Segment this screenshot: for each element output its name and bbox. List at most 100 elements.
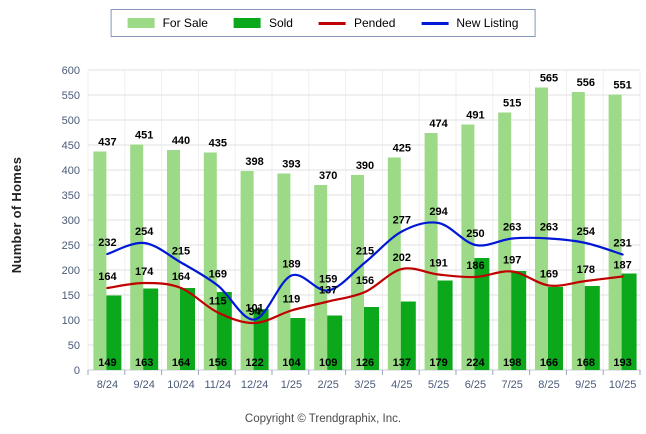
x-tick-label: 9/25 xyxy=(575,379,596,391)
sold-value-label: 104 xyxy=(282,357,301,369)
for-sale-value-label: 390 xyxy=(356,160,374,172)
sold-value-label: 149 xyxy=(98,357,116,369)
for-sale-bar xyxy=(571,92,585,370)
y-tick-label: 400 xyxy=(62,165,80,177)
sold-value-label: 179 xyxy=(429,357,447,369)
y-tick-label: 150 xyxy=(62,290,80,302)
for-sale-bar xyxy=(608,94,622,370)
pended-value-label: 169 xyxy=(540,269,558,281)
for-sale-bar xyxy=(351,175,364,370)
sold-bar xyxy=(474,258,490,370)
sold-bar xyxy=(584,286,600,370)
pended-value-label: 115 xyxy=(209,296,227,308)
x-tick-label: 8/25 xyxy=(538,379,559,391)
new-listing-value-label: 231 xyxy=(613,238,631,250)
y-tick-label: 450 xyxy=(62,140,80,152)
legend-label-new-listing: New Listing xyxy=(456,16,519,30)
for-sale-value-label: 440 xyxy=(172,135,190,147)
pended-value-label: 191 xyxy=(429,258,447,270)
for-sale-bar xyxy=(167,150,180,370)
for-sale-value-label: 474 xyxy=(429,118,448,130)
y-tick-label: 350 xyxy=(62,190,80,202)
for-sale-value-label: 435 xyxy=(209,138,227,150)
pended-value-label: 174 xyxy=(135,266,154,278)
legend-item-for-sale: For Sale xyxy=(127,16,208,30)
copyright-text: Copyright © Trendgraphix, Inc. xyxy=(244,413,402,425)
sold-bar xyxy=(621,273,637,370)
new-listing-value-label: 277 xyxy=(393,215,411,227)
y-tick-label: 550 xyxy=(62,90,80,102)
new-listing-line xyxy=(106,221,624,321)
y-tick-label: 300 xyxy=(62,215,80,227)
y-tick-label: 100 xyxy=(62,315,80,327)
legend-item-new-listing: New Listing xyxy=(421,16,518,30)
for-sale-bar xyxy=(461,124,475,370)
y-tick-label: 250 xyxy=(62,240,80,252)
x-tick-label: 2/25 xyxy=(317,379,338,391)
pended-value-label: 156 xyxy=(356,275,374,287)
for-sale-value-label: 451 xyxy=(135,130,153,142)
new-listing-value-label: 159 xyxy=(319,274,337,286)
pended-value-label: 164 xyxy=(98,271,117,283)
x-tick-label: 6/25 xyxy=(465,379,486,391)
sold-value-label: 126 xyxy=(356,357,374,369)
new-listing-value-label: 232 xyxy=(98,237,116,249)
sold-value-label: 193 xyxy=(613,357,631,369)
sold-value-label: 137 xyxy=(393,357,411,369)
x-tick-label: 12/24 xyxy=(241,379,269,391)
new-listing-value-label: 101 xyxy=(245,303,263,315)
y-tick-label: 500 xyxy=(62,115,80,127)
new-listing-value-label: 294 xyxy=(429,206,448,218)
x-tick-label: 3/25 xyxy=(354,379,375,391)
new-listing-value-label: 263 xyxy=(503,222,521,234)
y-tick-label: 200 xyxy=(62,265,80,277)
legend-label-sold: Sold xyxy=(268,16,293,30)
sold-value-label: 122 xyxy=(245,357,263,369)
for-sale-value-label: 370 xyxy=(319,170,337,182)
pended-value-label: 164 xyxy=(172,271,191,283)
y-tick-label: 0 xyxy=(74,365,80,377)
for-sale-bar xyxy=(424,133,438,370)
legend-swatch-for-sale xyxy=(127,18,155,28)
for-sale-value-label: 551 xyxy=(613,80,631,92)
for-sale-bar xyxy=(93,151,107,370)
pended-line xyxy=(106,267,624,325)
legend-swatch-new-listing xyxy=(421,21,449,25)
sold-value-label: 224 xyxy=(466,357,485,369)
pended-value-label: 178 xyxy=(577,264,595,276)
for-sale-bar xyxy=(203,152,217,370)
sold-bar xyxy=(511,271,527,370)
sold-value-label: 198 xyxy=(503,357,521,369)
for-sale-value-label: 398 xyxy=(245,156,263,168)
sold-value-label: 109 xyxy=(319,357,337,369)
for-sale-bar xyxy=(277,173,291,370)
sold-bar xyxy=(400,301,416,370)
for-sale-bar xyxy=(535,87,548,370)
sold-bar xyxy=(290,318,306,370)
sold-value-label: 168 xyxy=(577,357,595,369)
for-sale-bar xyxy=(314,185,328,370)
sold-bar xyxy=(364,307,379,370)
pended-value-label: 137 xyxy=(319,285,337,297)
x-tick-label: 5/25 xyxy=(428,379,449,391)
x-tick-label: 7/25 xyxy=(501,379,522,391)
x-tick-label: 8/24 xyxy=(97,379,118,391)
sold-value-label: 156 xyxy=(209,357,227,369)
y-tick-label: 50 xyxy=(68,340,80,352)
legend-item-sold: Sold xyxy=(233,16,293,30)
for-sale-value-label: 491 xyxy=(466,110,484,122)
pended-value-label: 119 xyxy=(283,294,301,306)
for-sale-bar xyxy=(130,144,144,370)
legend: For Sale Sold Pended New Listing xyxy=(110,9,536,37)
sold-bar xyxy=(548,287,563,370)
for-sale-bar xyxy=(387,157,401,370)
y-tick-label: 600 xyxy=(62,65,80,77)
new-listing-value-label: 215 xyxy=(172,246,190,258)
pended-value-label: 202 xyxy=(393,252,411,264)
new-listing-value-label: 254 xyxy=(135,226,154,238)
sold-value-label: 166 xyxy=(540,357,558,369)
sold-value-label: 164 xyxy=(172,357,191,369)
sold-bar xyxy=(180,288,195,370)
